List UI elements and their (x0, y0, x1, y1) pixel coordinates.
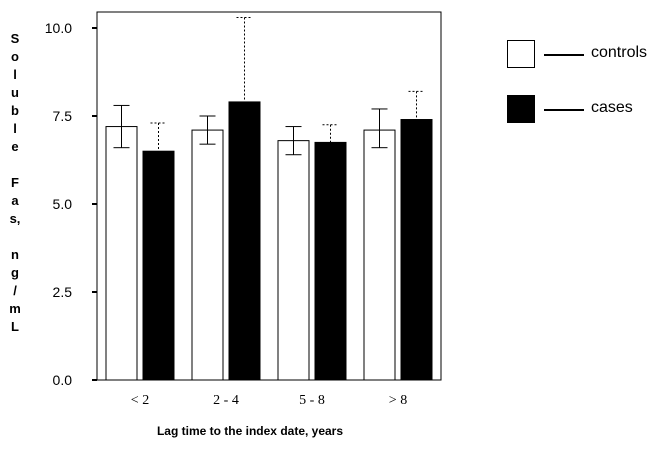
y-axis-label-char: S (10, 31, 20, 46)
bar-controls (105, 126, 138, 381)
y-tick-label: 2.5 (53, 284, 73, 300)
legend-label-controls: controls (591, 44, 648, 61)
y-axis-label-char: n (11, 247, 19, 262)
y-axis-label-char: L (11, 319, 19, 334)
plot-frame (96, 11, 442, 381)
y-axis-label-char: / (13, 283, 17, 298)
y-axis-label-char: s, (9, 211, 21, 226)
y-axis-label-char: l (13, 121, 17, 136)
y-tick-label: 7.5 (53, 108, 73, 124)
y-axis-label-char: m (9, 301, 21, 316)
y-axis-label-char: g (11, 265, 19, 280)
y-axis-label-char: e (11, 139, 19, 154)
x-axis-label: Lag time to the index date, years (156, 424, 344, 438)
legend-line-cases (544, 109, 584, 111)
y-axis-label-char: F (11, 175, 19, 190)
y-axis-label-char: u (11, 85, 19, 100)
y-axis-label-char: l (13, 67, 17, 82)
bar-cases (314, 141, 347, 381)
bar-cases (228, 101, 261, 381)
y-tick-label: 0.0 (53, 372, 73, 388)
x-tick-label: 2 - 4 (213, 393, 239, 408)
x-tick-label: > 8 (389, 393, 407, 408)
legend-label-cases: cases (591, 99, 633, 116)
bar-cases (142, 150, 175, 381)
bar-controls (191, 129, 224, 381)
x-tick-label: 5 - 8 (299, 393, 325, 408)
x-tick-label: < 2 (131, 393, 149, 408)
bar-controls (363, 129, 396, 381)
y-axis-label-char: a (11, 193, 19, 208)
legend-swatch-controls (507, 40, 535, 68)
legend-swatch-cases (507, 95, 535, 123)
y-tick-label: 10.0 (45, 20, 72, 36)
y-axis-label-char: b (11, 103, 19, 118)
bar-controls (277, 140, 310, 381)
y-axis-label-char: o (11, 49, 19, 64)
legend-line-controls (544, 54, 584, 56)
bar-cases (400, 119, 433, 381)
y-tick-label: 5.0 (53, 196, 73, 212)
